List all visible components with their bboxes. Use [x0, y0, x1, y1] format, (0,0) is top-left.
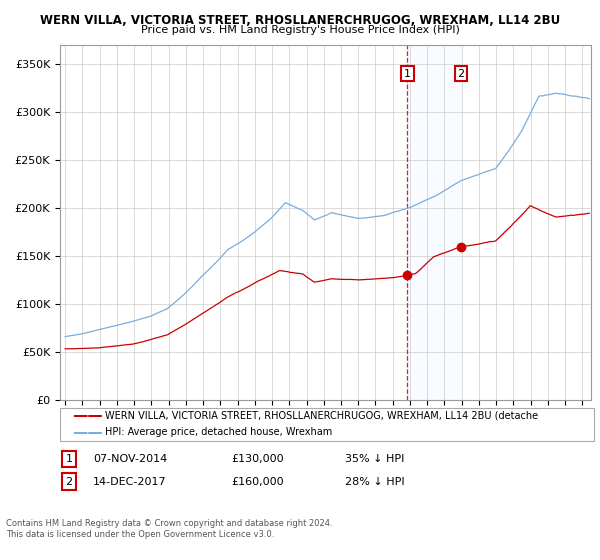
Text: WERN VILLA, VICTORIA STREET, RHOSLLANERCHRUGOG, WREXHAM, LL14 2BU (detache: WERN VILLA, VICTORIA STREET, RHOSLLANERC… [105, 410, 538, 421]
Text: £130,000: £130,000 [231, 454, 284, 464]
Text: 14-DEC-2017: 14-DEC-2017 [93, 477, 167, 487]
Text: Price paid vs. HM Land Registry's House Price Index (HPI): Price paid vs. HM Land Registry's House … [140, 25, 460, 35]
Text: Contains HM Land Registry data © Crown copyright and database right 2024.: Contains HM Land Registry data © Crown c… [6, 519, 332, 528]
Text: This data is licensed under the Open Government Licence v3.0.: This data is licensed under the Open Gov… [6, 530, 274, 539]
Bar [407, 45, 461, 400]
Text: 1: 1 [65, 454, 73, 464]
Text: 28% ↓ HPI: 28% ↓ HPI [345, 477, 404, 487]
Text: 35% ↓ HPI: 35% ↓ HPI [345, 454, 404, 464]
Text: ——: —— [72, 408, 103, 423]
Text: 07-NOV-2014: 07-NOV-2014 [93, 454, 167, 464]
Text: 2: 2 [457, 69, 464, 78]
Text: £160,000: £160,000 [231, 477, 284, 487]
Text: ——: —— [72, 425, 103, 440]
Text: WERN VILLA, VICTORIA STREET, RHOSLLANERCHRUGOG, WREXHAM, LL14 2BU: WERN VILLA, VICTORIA STREET, RHOSLLANERC… [40, 14, 560, 27]
Text: 2: 2 [65, 477, 73, 487]
Text: HPI: Average price, detached house, Wrexham: HPI: Average price, detached house, Wrex… [105, 427, 332, 437]
Text: 1: 1 [404, 69, 411, 78]
